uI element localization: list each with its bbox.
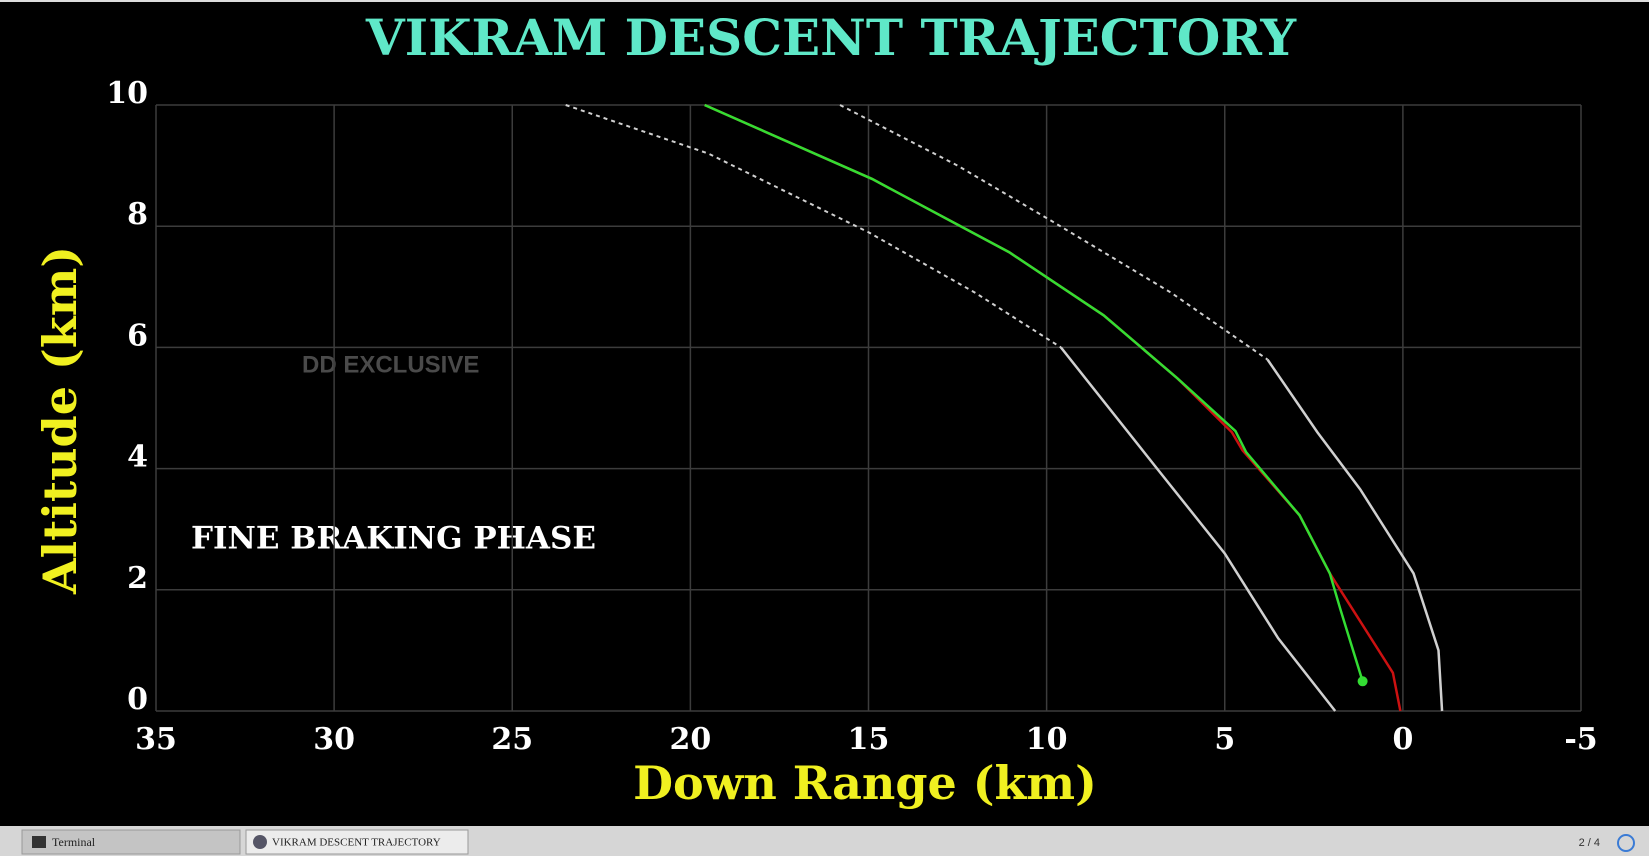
workspace-indicator[interactable]: 2 / 4 [1579, 837, 1600, 849]
y-tick-label: 10 [106, 76, 148, 111]
trajectory-line [565, 104, 1062, 349]
trajectory-line [839, 104, 1269, 361]
plot [155, 103, 1582, 712]
y-axis-label: Altitude (km) [33, 246, 87, 595]
task-label[interactable]: Terminal [52, 835, 96, 849]
x-tick-label: -5 [1564, 722, 1597, 757]
x-tick-label: 30 [313, 722, 355, 757]
trajectory-line [704, 103, 1364, 682]
x-tick-label: 0 [1392, 722, 1413, 757]
trajectory-line [1266, 358, 1444, 712]
terminal-icon [32, 836, 46, 848]
app-icon [253, 835, 267, 849]
x-tick-label: 15 [848, 722, 890, 757]
annotation: FINE BRAKING PHASE [191, 521, 596, 557]
y-tick-label: 2 [127, 561, 148, 596]
task-button[interactable] [245, 829, 469, 855]
watermark: DD EXCLUSIVE [302, 351, 479, 378]
trajectory-line [1059, 346, 1337, 712]
x-tick-label: 25 [491, 722, 533, 757]
x-tick-label: 35 [135, 722, 177, 757]
x-tick-label: 5 [1214, 722, 1235, 757]
y-tick-label: 6 [127, 318, 148, 353]
y-tick-label: 4 [127, 440, 148, 475]
x-axis-label: Down Range (km) [633, 756, 1097, 810]
task-button[interactable] [21, 829, 241, 855]
task-label[interactable]: VIKRAM DESCENT TRAJECTORY [272, 837, 441, 849]
taskbar: Terminal VIKRAM DESCENT TRAJECTORY 2 / 4 [0, 826, 1649, 856]
chart-title: VIKRAM DESCENT TRAJECTORY [365, 8, 1297, 67]
y-tick-label: 8 [127, 197, 148, 232]
x-tick-label: 20 [670, 722, 712, 757]
x-tick-label: 10 [1026, 722, 1068, 757]
tray-icon[interactable] [1617, 834, 1635, 852]
y-tick-label: 0 [127, 682, 148, 717]
end-marker [1357, 676, 1368, 687]
